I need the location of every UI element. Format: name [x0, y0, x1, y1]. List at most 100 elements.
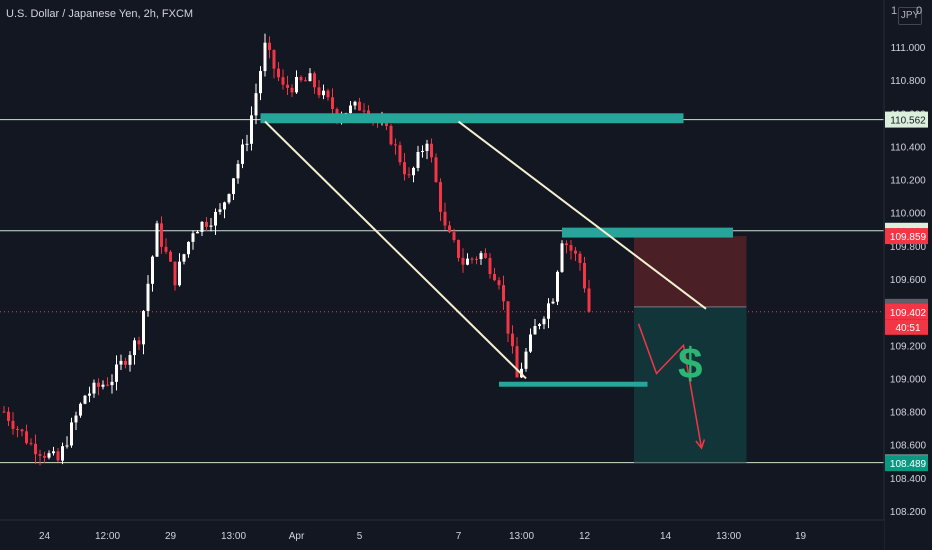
- candle-body: [223, 202, 226, 210]
- candle-body: [358, 101, 361, 111]
- x-tick-label: 13:00: [221, 531, 246, 542]
- candle-body: [461, 257, 465, 265]
- candle-body: [34, 443, 37, 455]
- candle-body: [578, 253, 582, 263]
- candle-body: [529, 334, 532, 352]
- candle-body: [299, 76, 303, 81]
- candle-body: [209, 225, 213, 227]
- candle-body: [259, 71, 262, 94]
- candle-body: [565, 243, 568, 246]
- horizontal-lines-layer: [0, 119, 884, 464]
- candle-body: [560, 243, 564, 272]
- candle-body: [286, 84, 289, 88]
- price-tag-bg: [885, 111, 928, 128]
- candle-body: [556, 271, 559, 302]
- candle-body: [11, 420, 15, 429]
- y-tick-label: 111.000: [891, 43, 926, 54]
- candle-body: [173, 261, 177, 286]
- candle-body: [574, 250, 577, 254]
- candle-body: [448, 225, 451, 233]
- candle-body: [245, 143, 249, 145]
- candle-body: [146, 283, 150, 311]
- x-tick-label: Apr: [289, 531, 305, 542]
- candle-body: [277, 68, 280, 78]
- candle-body: [317, 87, 321, 96]
- candle-body: [106, 384, 109, 386]
- candle-body: [2, 411, 6, 413]
- zone-rect: [499, 381, 648, 387]
- y-tick-label: 109.200: [890, 341, 927, 352]
- candle-body: [164, 246, 168, 252]
- price-tag-bg: [885, 455, 928, 472]
- candle-body: [497, 280, 501, 286]
- candle-body: [200, 221, 204, 232]
- x-tick-label: 24: [39, 531, 51, 542]
- candle-body: [502, 285, 505, 302]
- candle-body: [272, 50, 276, 69]
- candle-body: [155, 223, 159, 257]
- candle-body: [241, 144, 244, 164]
- candle-body: [263, 42, 267, 72]
- candle-body: [439, 182, 442, 212]
- chart-title: U.S. Dollar / Japanese Yen, 2h, FXCM: [6, 8, 194, 20]
- price-axis: 108.200 108.400 108.600 108.800 109.000 109.2…: [883, 0, 932, 550]
- candle-body: [322, 90, 325, 96]
- price-tag-bg: [885, 303, 928, 320]
- candle-body: [88, 393, 91, 396]
- candle-body: [178, 261, 181, 286]
- y-tick-label: 110.400: [890, 142, 926, 153]
- candle-body: [110, 381, 114, 386]
- y-tick-label: 110.000: [890, 209, 926, 220]
- candle-body: [16, 428, 19, 430]
- candle-body: [38, 454, 42, 456]
- price-tag-label: 109.859: [890, 232, 927, 243]
- candle-body: [394, 144, 397, 146]
- candle-body: [484, 253, 487, 258]
- x-tick-label: 14: [660, 531, 672, 542]
- y-tick-label: 108.600: [890, 441, 927, 452]
- candle-body: [29, 443, 33, 445]
- x-tick-label: 12: [579, 531, 591, 542]
- candle-body: [196, 231, 199, 234]
- y-tick-label: 109.800: [890, 242, 927, 253]
- candle-body: [254, 93, 258, 116]
- currency-button[interactable]: JPY: [898, 7, 922, 25]
- candle-body: [187, 241, 190, 255]
- candle-body: [205, 221, 208, 227]
- candle-body: [70, 422, 73, 446]
- candle-body: [191, 233, 195, 242]
- countdown-label: 40:51: [895, 323, 920, 334]
- candle-body: [466, 258, 469, 265]
- candle-body: [511, 333, 514, 347]
- candle-body: [452, 232, 456, 241]
- projection-arrow: [637, 323, 703, 449]
- candle-body: [97, 382, 100, 387]
- candle-body: [232, 178, 235, 195]
- candle-body: [412, 167, 415, 176]
- candle-body: [583, 262, 586, 289]
- candle-body: [308, 73, 312, 82]
- candle-body: [7, 411, 10, 421]
- candle-body: [151, 256, 154, 284]
- candle-body: [434, 157, 438, 183]
- candle-body: [430, 143, 433, 158]
- x-tick-label: 13:00: [509, 531, 534, 542]
- candle-body: [385, 121, 388, 126]
- candle-body: [313, 73, 316, 88]
- candle-body: [362, 110, 366, 112]
- countdown-bg: [885, 319, 928, 335]
- axis-scale-right: 0: [916, 5, 923, 17]
- candle-body: [493, 274, 496, 281]
- y-tick-label: 110.200: [890, 176, 926, 187]
- candle-body: [398, 145, 402, 163]
- candle-body: [542, 318, 546, 325]
- trendline: [264, 120, 527, 380]
- candle-body: [533, 326, 537, 335]
- candle-body: [61, 446, 64, 461]
- candle-body: [56, 451, 60, 461]
- candle-body: [142, 310, 145, 345]
- candle-body: [20, 429, 24, 432]
- candle-body: [416, 151, 420, 168]
- candle-body: [470, 258, 474, 260]
